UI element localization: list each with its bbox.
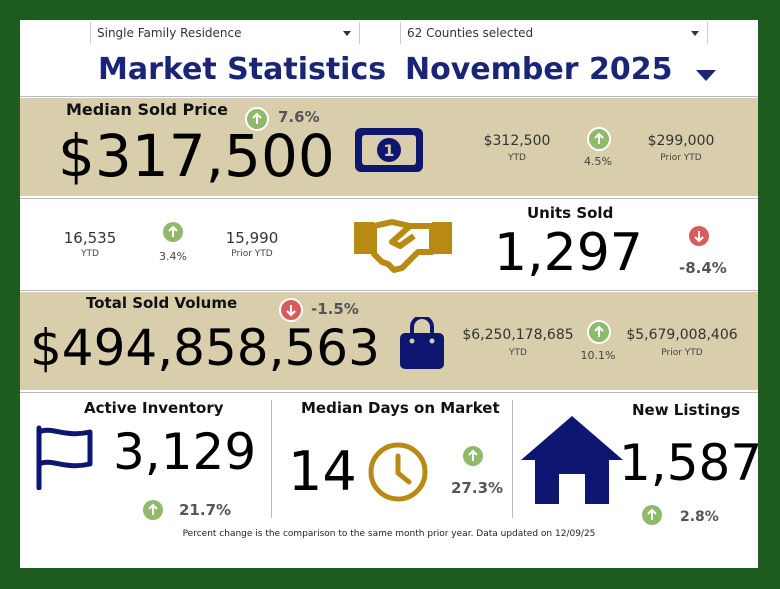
median-sold-price-label: Median Sold Price [66, 100, 228, 119]
footnote: Percent change is the comparison to the … [182, 529, 596, 539]
total-sold-volume-ytd-change: 10.1% [580, 349, 616, 362]
median-days-on-market-change: 27.3% [451, 479, 504, 497]
arrow-up-icon [463, 446, 483, 466]
active-inventory-value: 3,129 [113, 423, 257, 481]
units-sold-ytd-change: 3.4% [159, 250, 187, 263]
new-listings-value: 1,587 [619, 434, 763, 492]
arrow-up-icon [587, 320, 611, 344]
active-inventory-change: 21.7% [179, 501, 232, 519]
counties-value: 62 Counties selected [407, 26, 534, 40]
svg-text:1: 1 [383, 141, 394, 160]
shopping-bag-icon [400, 317, 444, 369]
caret-down-icon [695, 69, 716, 81]
units-sold-ytd: 16,535 [63, 229, 117, 247]
divider [271, 400, 272, 518]
arrow-up-icon [163, 222, 183, 242]
divider [20, 290, 758, 291]
active-inventory-label: Active Inventory [84, 399, 224, 417]
total-sold-volume-change: -1.5% [311, 300, 359, 318]
total-sold-volume-ytd: $6,250,178,685 [462, 327, 574, 343]
period-label: November 2025 [405, 52, 673, 87]
divider [20, 96, 758, 97]
property-type-value: Single Family Residence [97, 26, 242, 40]
prior-ytd-label: Prior YTD [661, 348, 703, 358]
arrow-down-icon [279, 298, 303, 322]
new-listings-change: 2.8% [680, 509, 719, 525]
ytd-label: YTD [81, 249, 99, 259]
handshake-icon [354, 219, 452, 273]
median-sold-price-prior-ytd: $299,000 [647, 133, 715, 149]
total-sold-volume-value: $494,858,563 [30, 319, 380, 377]
divider [512, 400, 513, 518]
ytd-label: YTD [509, 348, 527, 358]
total-sold-volume-prior-ytd: $5,679,008,406 [626, 327, 738, 343]
total-sold-volume-label: Total Sold Volume [86, 294, 238, 312]
ytd-label: YTD [508, 153, 526, 163]
total-sold-volume-section [20, 292, 758, 390]
median-days-on-market-label: Median Days on Market [301, 399, 500, 417]
arrow-down-icon [689, 226, 709, 246]
arrow-up-icon [245, 107, 269, 131]
median-sold-price-value: $317,500 [58, 122, 335, 190]
flag-icon [36, 425, 93, 490]
property-type-dropdown[interactable]: Single Family Residence [90, 22, 360, 44]
units-sold-value: 1,297 [494, 223, 643, 283]
median-sold-price-ytd: $312,500 [483, 133, 551, 149]
arrow-up-icon [587, 127, 611, 151]
chevron-down-icon [343, 31, 351, 36]
prior-ytd-label: Prior YTD [660, 153, 702, 163]
page-title: Market Statistics [98, 52, 387, 87]
new-listings-label: New Listings [632, 401, 741, 419]
units-sold-label: Units Sold [527, 204, 614, 222]
period-selector[interactable]: November 2025 [405, 52, 718, 87]
money-bill-icon: 1 [355, 128, 423, 172]
median-sold-price-change: 7.6% [278, 108, 320, 126]
units-sold-prior-ytd: 15,990 [225, 229, 279, 247]
arrow-up-icon [143, 500, 163, 520]
median-days-on-market-value: 14 [288, 440, 357, 503]
chevron-down-icon [691, 31, 699, 36]
counties-dropdown[interactable]: 62 Counties selected [400, 22, 708, 44]
house-icon [521, 416, 623, 504]
median-sold-price-ytd-change: 4.5% [584, 155, 612, 168]
arrow-up-icon [642, 505, 662, 525]
divider [20, 392, 758, 393]
divider [20, 198, 758, 199]
units-sold-change: -8.4% [679, 259, 727, 277]
prior-ytd-label: Prior YTD [231, 249, 273, 259]
clock-icon [368, 442, 428, 502]
